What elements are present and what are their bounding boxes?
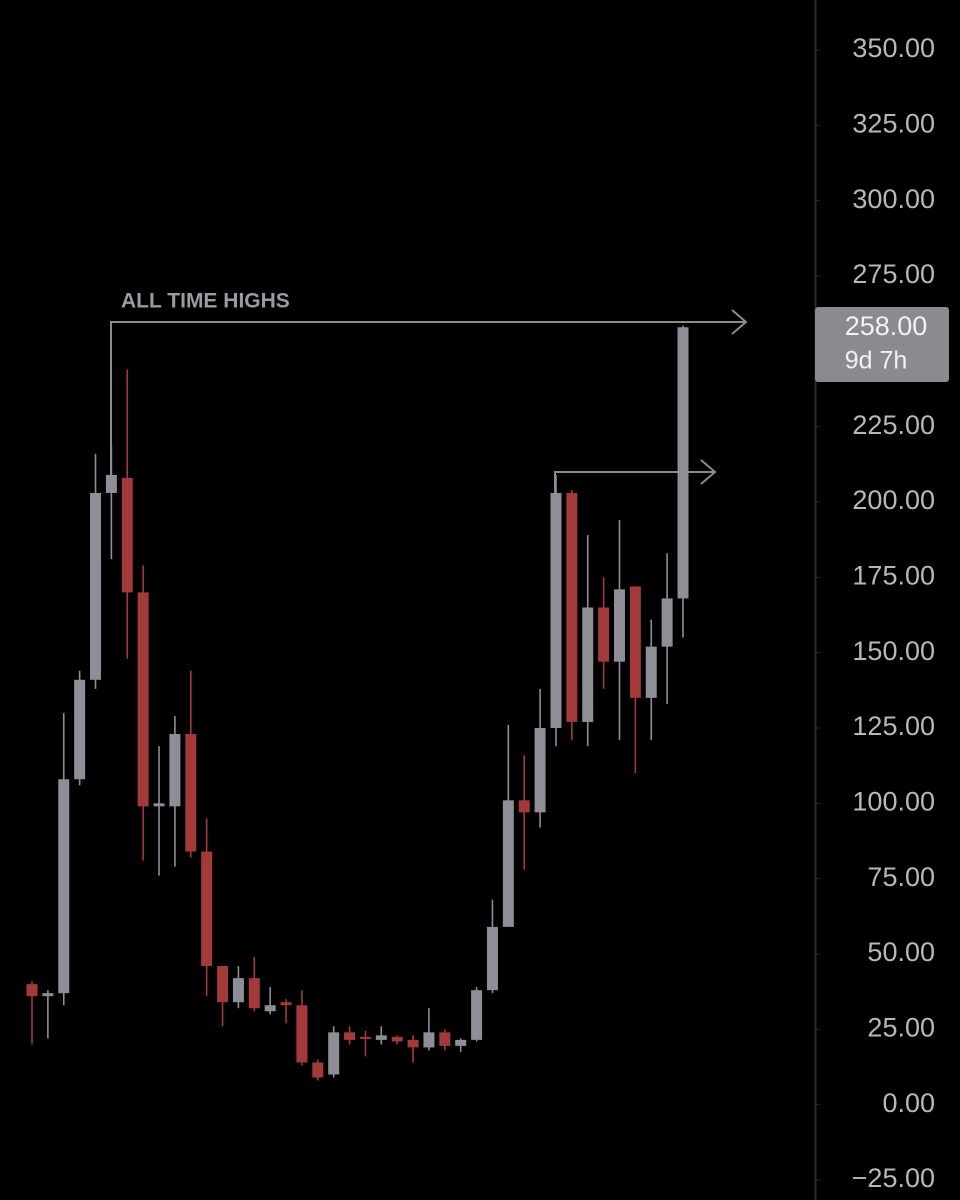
y-axis: 350.00 325.00 300.00 275.00 225.00 200.00 175.… — [815, 33, 935, 1193]
y-tick-label: 300.00 — [852, 184, 935, 214]
y-tick-label: 25.00 — [867, 1012, 935, 1042]
candle-body — [359, 1036, 371, 1039]
candle-body — [661, 598, 673, 647]
candle-body — [534, 728, 546, 813]
candle-body — [248, 978, 260, 1009]
candle-body — [58, 779, 70, 994]
y-tick-label: 275.00 — [852, 259, 935, 289]
candle-body — [328, 1032, 340, 1075]
y-tick-label: −25.00 — [852, 1163, 935, 1193]
candle-body — [201, 851, 213, 967]
candle-body — [375, 1035, 387, 1040]
candle-body — [90, 492, 102, 680]
candle-body — [598, 607, 610, 662]
y-tick-label: 150.00 — [852, 636, 935, 666]
y-tick-label: 50.00 — [867, 937, 935, 967]
y-tick-label: 75.00 — [867, 862, 935, 892]
y-tick-label: 175.00 — [852, 560, 935, 590]
candle-body — [217, 966, 229, 1003]
candle-body — [105, 474, 117, 493]
price-badge — [815, 307, 949, 382]
ath-line — [110, 321, 745, 478]
candle-body — [677, 327, 689, 599]
candle-body — [153, 803, 165, 807]
candles — [26, 325, 689, 1081]
candle-body — [26, 984, 38, 997]
candle-body — [407, 1039, 419, 1048]
candle-body — [439, 1032, 451, 1046]
candle-body — [280, 1002, 292, 1006]
candle-body — [296, 1005, 308, 1063]
candle-body — [566, 492, 578, 722]
candle-body — [169, 734, 181, 807]
y-tick-label: 0.00 — [882, 1088, 935, 1118]
candle-body — [74, 679, 86, 780]
candle-body — [391, 1036, 403, 1042]
y-tick-label: 100.00 — [852, 786, 935, 816]
candle-body — [645, 646, 657, 698]
candle-body — [486, 926, 498, 991]
candle-body — [137, 592, 149, 807]
ath-arrow — [731, 309, 748, 335]
ath-annotation — [110, 309, 748, 494]
candle-body — [264, 1005, 276, 1012]
candle-body — [502, 800, 514, 927]
candle-body — [582, 607, 594, 722]
y-tick-label: 125.00 — [852, 711, 935, 741]
y-tick-label: 200.00 — [852, 485, 935, 515]
y-tick-label: 350.00 — [852, 33, 935, 63]
candle-body — [423, 1032, 435, 1048]
candle-body — [471, 990, 483, 1040]
candle-body — [42, 993, 54, 997]
candle-body — [185, 734, 197, 852]
annotation-label: ALL TIME HIGHS — [121, 290, 290, 313]
level-line — [554, 471, 714, 494]
candle-body — [232, 978, 244, 1003]
candle-body — [613, 589, 625, 662]
candle-body — [344, 1032, 356, 1040]
candle-body — [550, 492, 562, 728]
y-tick-label: 325.00 — [852, 108, 935, 138]
y-tick-label: 225.00 — [852, 410, 935, 440]
countdown: 9d 7h — [845, 347, 908, 375]
candle-body — [455, 1039, 467, 1046]
price-label: 258.00 — [845, 311, 928, 341]
level-arrow — [700, 459, 717, 485]
candle-body — [518, 800, 530, 813]
candle-body — [312, 1062, 324, 1078]
candle-body — [629, 586, 641, 698]
candle-body — [121, 477, 133, 593]
